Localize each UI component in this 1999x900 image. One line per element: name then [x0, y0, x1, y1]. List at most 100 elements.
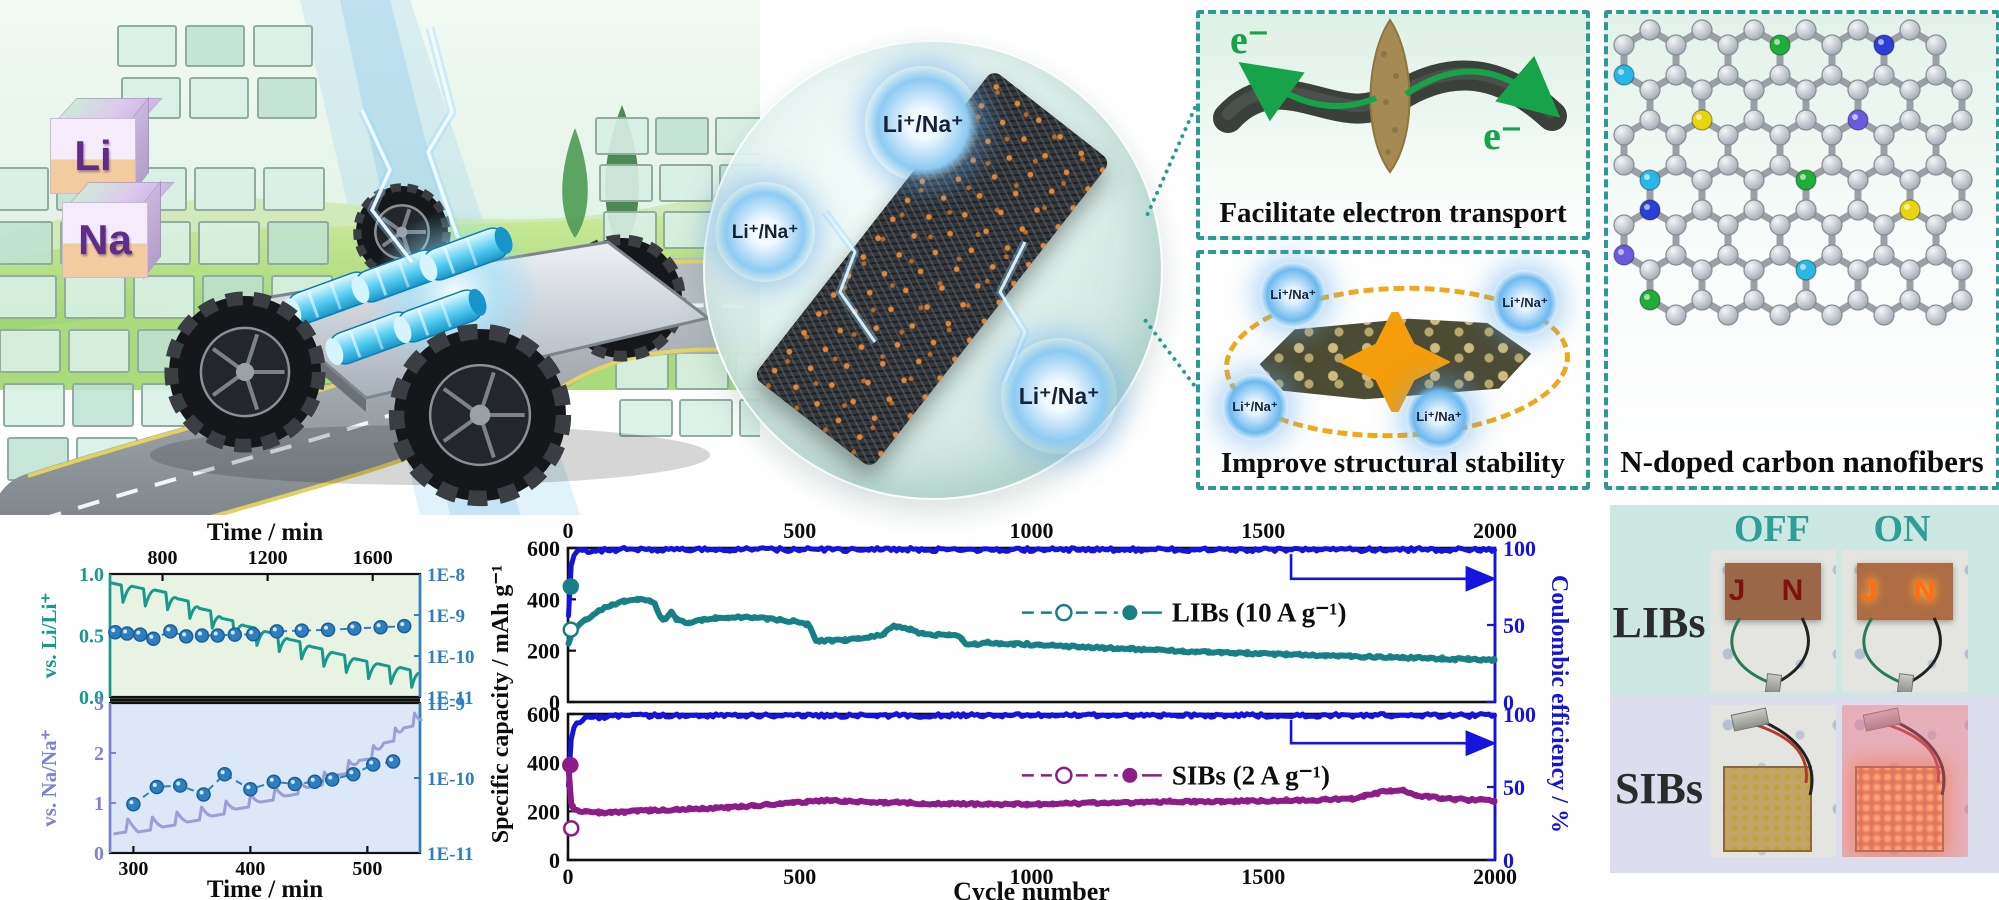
wheel	[164, 291, 326, 453]
photo-libs-on: J N	[1842, 550, 1968, 692]
ion-badge: Li⁺/Na⁺	[1222, 374, 1288, 440]
svg-text:1500: 1500	[1241, 864, 1285, 889]
ion-label: Li⁺/Na⁺	[1416, 409, 1462, 424]
ion-label: Li⁺/Na⁺	[1502, 295, 1548, 310]
svg-text:200: 200	[527, 799, 560, 824]
panel-libs: 0 200 400 600 0 50 100 LIBs (10 A g⁻¹)	[527, 536, 1536, 715]
svg-text:400: 400	[527, 751, 560, 776]
ion-label: Li⁺/Na⁺	[731, 221, 799, 243]
svg-text:1E-9: 1E-9	[427, 694, 465, 715]
li-cube: Li	[50, 96, 163, 196]
ion-badge: Li⁺/Na⁺	[1260, 262, 1326, 328]
svg-text:Time / min: Time / min	[207, 876, 323, 900]
ion-badge: Li⁺/Na⁺	[715, 182, 815, 282]
svg-text:0: 0	[549, 848, 560, 873]
efficiency-axis-arrow	[1289, 719, 1497, 757]
svg-text:1E-8: 1E-8	[427, 565, 465, 586]
stability-box-caption: Improve structural stability	[1220, 447, 1566, 479]
off-header: OFF	[1734, 508, 1810, 550]
svg-text:1E-10: 1E-10	[427, 769, 475, 790]
svg-text:vs. Li/Li⁺: vs. Li/Li⁺	[40, 593, 61, 679]
svg-text:0: 0	[563, 864, 574, 889]
svg-text:1200: 1200	[248, 547, 288, 569]
svg-text:0: 0	[1503, 690, 1514, 715]
efficiency-band	[566, 711, 1497, 789]
efficiency-band	[566, 545, 1497, 619]
svg-text:400: 400	[527, 587, 560, 612]
battery-cell	[393, 288, 487, 344]
electron-transport-box: e⁻ e⁻ Facilitate electron transport	[1196, 10, 1590, 240]
svg-text:1E-9: 1E-9	[427, 606, 465, 627]
svg-text:2: 2	[94, 743, 104, 765]
na-cube-label: Na	[78, 216, 132, 263]
svg-text:1000: 1000	[1010, 518, 1054, 543]
svg-text:1.0: 1.0	[79, 564, 104, 586]
gitt-voltage-curve	[109, 581, 421, 689]
led-letters: J N	[1728, 574, 1818, 608]
svg-text:0.5: 0.5	[79, 626, 104, 648]
ion-badge: Li⁺/Na⁺	[1406, 384, 1472, 450]
svg-text:1600: 1600	[353, 547, 393, 569]
led-board-on: J N	[1857, 562, 1953, 620]
cube-front-face: Na	[62, 202, 148, 278]
svg-text:500: 500	[783, 864, 816, 889]
gitt-diffusion-chart: Time / min 800 1200 1600 300 400 500 Time / min…	[40, 519, 475, 900]
tree	[562, 128, 588, 238]
alligator-clip	[1764, 673, 1783, 692]
svg-text:1: 1	[94, 793, 104, 815]
wires	[1862, 617, 1942, 685]
na-cube: Na	[62, 180, 175, 280]
svg-text:200: 200	[527, 639, 560, 664]
svg-text:2000: 2000	[1473, 864, 1517, 889]
svg-text:0: 0	[94, 843, 104, 865]
photo-libs-off: J N	[1710, 550, 1836, 692]
svg-text:50: 50	[1503, 775, 1525, 800]
fiber-electron-illustration	[1213, 18, 1567, 174]
led-letters: J N	[1860, 574, 1950, 608]
svg-text:Specific capacity / mAh g⁻¹: Specific capacity / mAh g⁻¹	[490, 565, 514, 844]
ion-label: Li⁺/Na⁺	[1232, 399, 1278, 414]
gitt-voltage-curve	[113, 711, 424, 836]
electron-label: e⁻	[1483, 113, 1522, 158]
svg-text:0: 0	[549, 690, 560, 715]
svg-text:Cycle number: Cycle number	[953, 877, 1110, 900]
ion-badge: Li⁺/Na⁺	[1492, 270, 1558, 336]
diffusion-series	[115, 625, 405, 640]
structural-stability-box: Li⁺/Na⁺ Li⁺/Na⁺ Li⁺/Na⁺ Li⁺/Na⁺ Improve …	[1196, 250, 1590, 490]
ion-badge: Li⁺/Na⁺	[865, 66, 981, 182]
libs-row-label: LIBs	[1612, 598, 1706, 647]
wheel	[388, 323, 572, 507]
ev-scene-illustration	[0, 0, 760, 515]
expansion-arrows-icon	[1340, 312, 1450, 412]
svg-text:600: 600	[527, 536, 560, 561]
battery-cell	[419, 226, 513, 282]
svg-text:500: 500	[352, 858, 382, 880]
svg-text:0: 0	[563, 518, 574, 543]
wires	[1730, 617, 1810, 685]
led-matrix-off	[1722, 765, 1813, 852]
svg-text:1500: 1500	[1241, 518, 1285, 543]
sibs-row-label: SIBs	[1614, 764, 1704, 813]
led-matrix-on	[1854, 765, 1945, 852]
svg-text:2000: 2000	[1473, 518, 1517, 543]
svg-text:1E-11: 1E-11	[427, 844, 473, 865]
svg-text:800: 800	[148, 547, 178, 569]
svg-text:LIBs (10 A g⁻¹): LIBs (10 A g⁻¹)	[1172, 598, 1347, 628]
ndoped-lattice-box: N-doped carbon nanofibers	[1604, 10, 1999, 490]
svg-text:50: 50	[1503, 613, 1525, 638]
electron-label: e⁻	[1230, 17, 1269, 62]
ion-label: Li⁺/Na⁺	[1270, 287, 1316, 302]
svg-text:500: 500	[783, 518, 816, 543]
wires	[1881, 719, 1946, 796]
li-cube-label: Li	[74, 132, 112, 179]
svg-text:600: 600	[527, 702, 560, 727]
alligator-clip	[1896, 673, 1915, 692]
svg-text:Time / min: Time / min	[207, 519, 323, 546]
svg-text:1E-10: 1E-10	[427, 647, 475, 668]
ion-label: Li⁺/Na⁺	[1018, 382, 1100, 409]
panel-sibs: 0 200 400 600 0 50 100 SIBs (2 A g⁻¹)	[527, 702, 1536, 873]
led-board-off: J N	[1725, 562, 1821, 620]
svg-text:Coulombic efficiency / %: Coulombic efficiency / %	[1546, 575, 1572, 833]
cube-front-face: Li	[50, 118, 136, 194]
